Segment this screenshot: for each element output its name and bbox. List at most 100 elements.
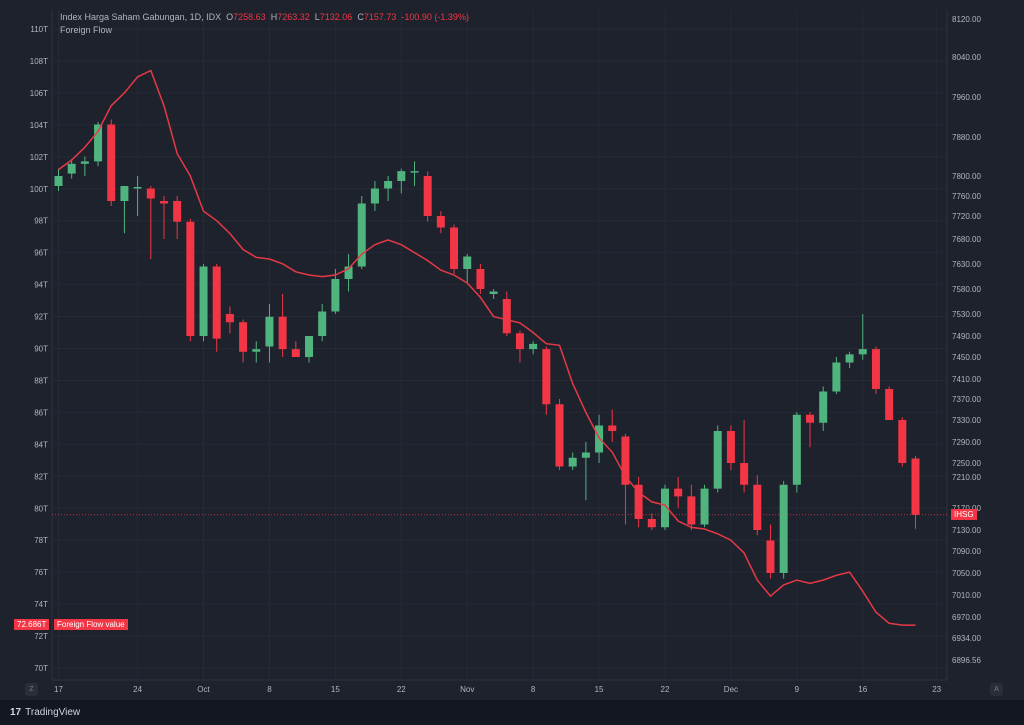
candle-body [423,176,432,216]
chart-header: Index Harga Saham Gabungan, 1D, IDX O725… [60,12,469,22]
left-tick-label: 108T [30,57,48,66]
candle-body [634,484,643,519]
candle-body [542,349,551,405]
right-tick-label: 7090.00 [952,547,981,556]
candle-body [410,171,419,173]
candle-body [529,343,538,350]
close-value: 7157.73 [363,12,397,22]
x-tick-label: Oct [197,685,210,694]
x-tick-label: Dec [724,685,738,694]
right-tick-label: 7210.00 [952,473,981,482]
right-tick-label: 7370.00 [952,395,981,404]
right-tick-label: 7410.00 [952,375,981,384]
candle-body [199,266,208,336]
candle-body [555,404,564,467]
candle-body [687,496,696,525]
candle-body [239,322,248,352]
chart-canvas[interactable]: 70T 72T 74T 76T 78T 80T 82T 84T 86T 88T 90T 92T 94T 9… [0,0,1024,700]
indicator-label[interactable]: Foreign Flow [60,25,113,35]
right-tick-label: 7010.00 [952,591,981,600]
right-tick-label: 7530.00 [952,310,981,319]
candle-body [660,488,669,528]
left-tick-label: 88T [34,376,48,385]
right-tick-label: 6934.00 [952,634,981,643]
right-tick-label: 8040.00 [952,53,981,62]
right-tick-label: 7720.00 [952,212,981,221]
left-tick-label: 100T [30,185,48,194]
candle-body [806,414,815,423]
candle-body [568,457,577,467]
candle-body [647,519,656,528]
left-tick-label: 102T [30,153,48,162]
x-tick-label: Nov [460,685,474,694]
right-tick-label: 7880.00 [952,133,981,142]
candle-body [186,221,195,336]
x-tick-label: 9 [795,685,800,694]
candle-body [608,425,617,431]
left-tick-label: 110T [30,25,48,34]
candle-body [779,484,788,573]
candle-body [291,349,300,357]
candle-body [476,269,485,289]
candle-body [436,216,445,228]
right-tick-label: 7290.00 [952,438,981,447]
x-tick-label: 8 [267,685,272,694]
right-tick-label: 7760.00 [952,192,981,201]
candle-body [318,311,327,336]
right-tick-label: 7450.00 [952,353,981,362]
candle-body [107,124,116,201]
candle-body [159,201,168,204]
left-tick-label: 86T [34,408,48,417]
x-tick-label: 24 [133,685,142,694]
candle-body [133,187,142,189]
candle-body [911,458,920,515]
tradingview-logo[interactable]: 17 TradingView [10,707,81,718]
change-value: -100.90 (-1.39%) [401,12,469,22]
right-tick-label: 7130.00 [952,526,981,535]
left-tick-label: 94T [34,281,48,290]
high-value: 7263.32 [277,12,310,22]
candle-body [173,201,182,222]
candle-body [357,203,366,267]
left-tick-label: 92T [34,313,48,322]
open-value: 7258.63 [233,12,266,22]
candle-body [370,188,379,204]
right-tick-label: 6970.00 [952,613,981,622]
candle-body [120,186,129,201]
candle-body [331,279,340,312]
candle-body [397,171,406,181]
candle-body [67,163,76,174]
x-tick-label: 8 [531,685,536,694]
candle-body [502,299,511,334]
right-tick-label: 7170.00 [952,504,981,513]
left-tick-label: 74T [34,600,48,609]
right-axis: 6896.56 6934.00 6970.00 7010.00 7050.00 7090.… [952,15,981,665]
left-axis: 70T 72T 74T 76T 78T 80T 82T 84T 86T 88T 90T 92T 94T 9… [30,25,48,673]
left-tick-label: 106T [30,89,48,98]
candles [54,119,920,579]
candle-body [792,414,801,485]
left-tick-label: 78T [34,536,48,545]
x-tick-label: 16 [858,685,867,694]
candle-body [225,314,234,323]
foreign-flow-value-tag: 72.686T [14,619,50,631]
x-tick-label: 22 [397,685,406,694]
x-tick-label: 22 [661,685,670,694]
candle-body [819,391,828,423]
left-tick-label: 82T [34,472,48,481]
right-tick-label: 7250.00 [952,459,981,468]
candle-body [344,266,353,279]
candle-body [898,420,907,463]
right-tick-label: 6896.56 [952,656,981,665]
ihsg-price-tag: IHSG [951,508,977,520]
left-tick-label: 76T [34,568,48,577]
auto-scale-button[interactable]: A [990,683,1003,696]
candle-body [450,227,459,269]
left-tick-label: 72T [34,632,48,641]
candle-body [489,291,498,294]
right-tick-label: 7330.00 [952,416,981,425]
zoom-button[interactable]: Z [25,683,38,696]
foreign-flow-line [58,69,916,626]
right-tick-label: 7960.00 [952,93,981,102]
candle-body [463,256,472,269]
